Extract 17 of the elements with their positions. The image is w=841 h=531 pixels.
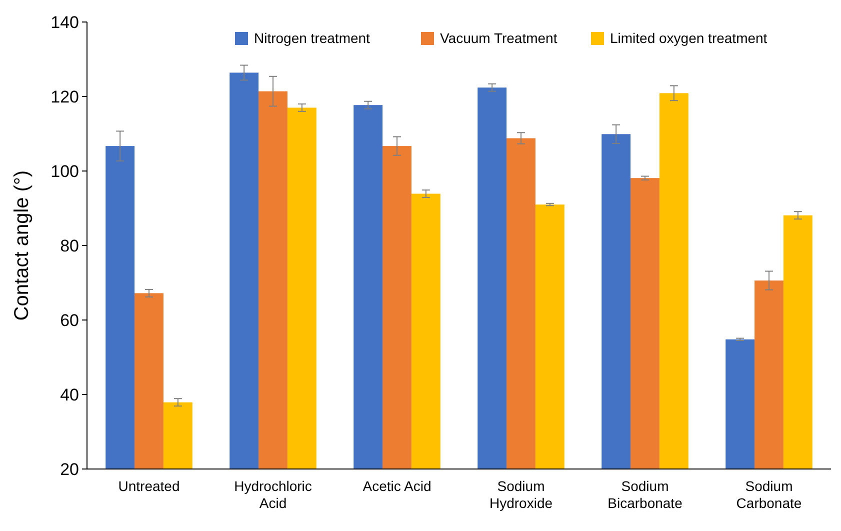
legend-label: Nitrogen treatment (254, 30, 370, 46)
y-tick-label: 100 (50, 162, 79, 181)
y-tick-label: 60 (60, 310, 79, 330)
x-tick-label: Sodium Carbonate (736, 478, 802, 511)
y-tick-label: 20 (60, 460, 79, 479)
x-tick-label: Acetic Acid (362, 478, 432, 494)
y-axis-title: Contact angle (°) (11, 170, 33, 321)
y-tick-label: 140 (50, 12, 79, 32)
x-tick-label: Sodium Hydroxide (489, 478, 553, 511)
y-tick-label: 80 (60, 236, 79, 256)
legend-label: Limited oxygen treatment (610, 30, 768, 46)
y-tick-label: 40 (60, 385, 79, 404)
legend-label: Vacuum Treatment (440, 30, 558, 46)
x-tick-label: Untreated (118, 478, 180, 494)
x-tick-label: Hydrochloric Acid (234, 478, 312, 511)
x-tick-label: Sodium Bicarbonate (608, 478, 683, 511)
y-tick-label: 120 (50, 87, 79, 106)
